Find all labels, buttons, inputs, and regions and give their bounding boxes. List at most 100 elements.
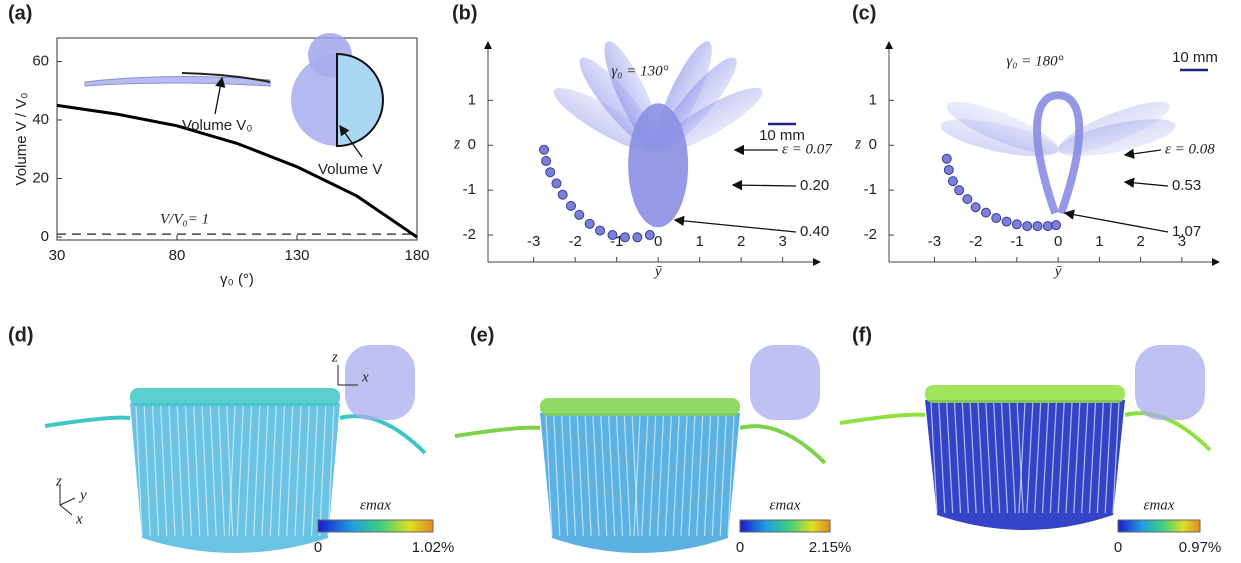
y-tick-label: 60 bbox=[32, 52, 49, 69]
colorbar-max: 1.02% bbox=[412, 539, 455, 556]
data-point bbox=[585, 219, 594, 228]
panel-label: (b) bbox=[452, 2, 478, 24]
x-tick-label: 2 bbox=[1136, 233, 1144, 250]
data-point bbox=[1043, 222, 1052, 231]
data-point bbox=[552, 179, 561, 188]
triad-label: y bbox=[78, 487, 87, 503]
x-axis-label: γ₀ (°) bbox=[220, 271, 254, 288]
data-point bbox=[546, 168, 555, 177]
annotation: 0.40 bbox=[800, 223, 829, 240]
data-point bbox=[971, 203, 980, 212]
triad-label: z bbox=[55, 473, 62, 489]
x-tick-label: 1 bbox=[695, 233, 703, 250]
annotation: γ₀ = 130° bbox=[611, 63, 668, 79]
data-point bbox=[542, 156, 551, 165]
annotation: 0.20 bbox=[800, 177, 829, 194]
inset-axis-label: x bbox=[361, 369, 369, 385]
colorbar-min: 0 bbox=[1114, 539, 1122, 556]
rim bbox=[540, 398, 740, 416]
data-point bbox=[1033, 222, 1042, 231]
data-point bbox=[1002, 217, 1011, 226]
annotation-arrow bbox=[1065, 213, 1168, 232]
colorbar-max: 0.97% bbox=[1179, 539, 1222, 556]
bud bbox=[628, 103, 688, 227]
x-tick-label: 180 bbox=[404, 247, 429, 264]
figure: (a)30801301800204060γ₀ (°)Volume V / V₀V… bbox=[0, 0, 1241, 563]
colorbar-min: 0 bbox=[314, 539, 322, 556]
x-tick-label: 0 bbox=[1054, 233, 1062, 250]
y-tick-label: 0 bbox=[41, 228, 49, 245]
y-tick-label: -1 bbox=[463, 181, 476, 198]
panel-label: (e) bbox=[470, 324, 494, 346]
annotation-arrow bbox=[675, 220, 796, 232]
colorbar bbox=[318, 520, 433, 532]
x-tick-label: -3 bbox=[527, 233, 540, 250]
x-tick-label: -1 bbox=[1010, 233, 1023, 250]
annotation: Volume V₀ bbox=[182, 117, 252, 134]
data-point bbox=[596, 226, 605, 235]
annotation-arrow bbox=[1125, 150, 1161, 155]
inset bbox=[345, 345, 415, 420]
y-tick-label: 1 bbox=[869, 91, 877, 108]
x-tick-label: -3 bbox=[928, 233, 941, 250]
rim bbox=[925, 385, 1125, 403]
data-point bbox=[645, 231, 654, 240]
x-tick-label: 1 bbox=[1095, 233, 1103, 250]
y-tick-label: 1 bbox=[468, 91, 476, 108]
annotation: 1.07 bbox=[1172, 223, 1201, 240]
panel-label: (c) bbox=[852, 2, 876, 24]
y-tick-label: 0 bbox=[869, 136, 877, 153]
colorbar bbox=[1118, 520, 1200, 532]
x-tick-label: 2 bbox=[737, 233, 745, 250]
data-point bbox=[558, 190, 567, 199]
x-tick-label: 0 bbox=[654, 233, 662, 250]
x-tick-label: 3 bbox=[778, 233, 786, 250]
data-point bbox=[620, 233, 629, 242]
rim bbox=[130, 388, 340, 406]
y-axis-label: z̄ bbox=[453, 137, 460, 153]
colorbar-title: εmax bbox=[360, 497, 391, 513]
data-point bbox=[1023, 222, 1032, 231]
y-axis-label: Volume V / V₀ bbox=[13, 93, 30, 186]
y-tick-label: -2 bbox=[864, 226, 877, 243]
data-point bbox=[567, 201, 576, 210]
colorbar-title: εmax bbox=[1144, 497, 1175, 513]
annotation: γ₀ = 180° bbox=[1006, 53, 1063, 69]
data-point bbox=[540, 145, 549, 154]
inset-axis-label: z bbox=[331, 349, 338, 365]
scale-label: 10 mm bbox=[1172, 49, 1218, 66]
x-tick-label: -2 bbox=[568, 233, 581, 250]
data-point bbox=[942, 154, 951, 163]
inset bbox=[1135, 345, 1205, 420]
data-point bbox=[955, 186, 964, 195]
panel-label: (a) bbox=[8, 2, 32, 24]
data-point bbox=[1052, 221, 1061, 230]
x-tick-label: 130 bbox=[284, 247, 309, 264]
panel-label: (f) bbox=[852, 324, 872, 346]
panel-label: (d) bbox=[8, 324, 34, 346]
colorbar-title: εmax bbox=[770, 497, 801, 513]
page: (a)30801301800204060γ₀ (°)Volume V / V₀V… bbox=[0, 0, 1241, 563]
data-point bbox=[1012, 220, 1021, 229]
y-tick-label: -1 bbox=[864, 181, 877, 198]
colorbar-min: 0 bbox=[736, 539, 744, 556]
x-tick-label: 30 bbox=[49, 247, 66, 264]
x-axis-label: ȳ bbox=[653, 263, 662, 279]
colorbar bbox=[740, 520, 830, 532]
data-point bbox=[944, 165, 953, 174]
annotation: ε = 0.08 bbox=[1165, 141, 1215, 157]
y-tick-label: -2 bbox=[463, 226, 476, 243]
y-tick-label: 40 bbox=[32, 111, 49, 128]
triad bbox=[60, 485, 75, 515]
annotation-arrow bbox=[1125, 182, 1168, 186]
x-axis-label: ȳ bbox=[1053, 263, 1062, 279]
annotation: 0.53 bbox=[1172, 177, 1201, 194]
triad-label: x bbox=[75, 511, 83, 527]
data-point bbox=[963, 195, 972, 204]
y-tick-label: 0 bbox=[468, 136, 476, 153]
data-point bbox=[948, 177, 957, 186]
annotation-arrow bbox=[733, 185, 796, 186]
data-point bbox=[992, 214, 1001, 223]
data-point bbox=[981, 208, 990, 217]
colorbar-max: 2.15% bbox=[809, 539, 852, 556]
